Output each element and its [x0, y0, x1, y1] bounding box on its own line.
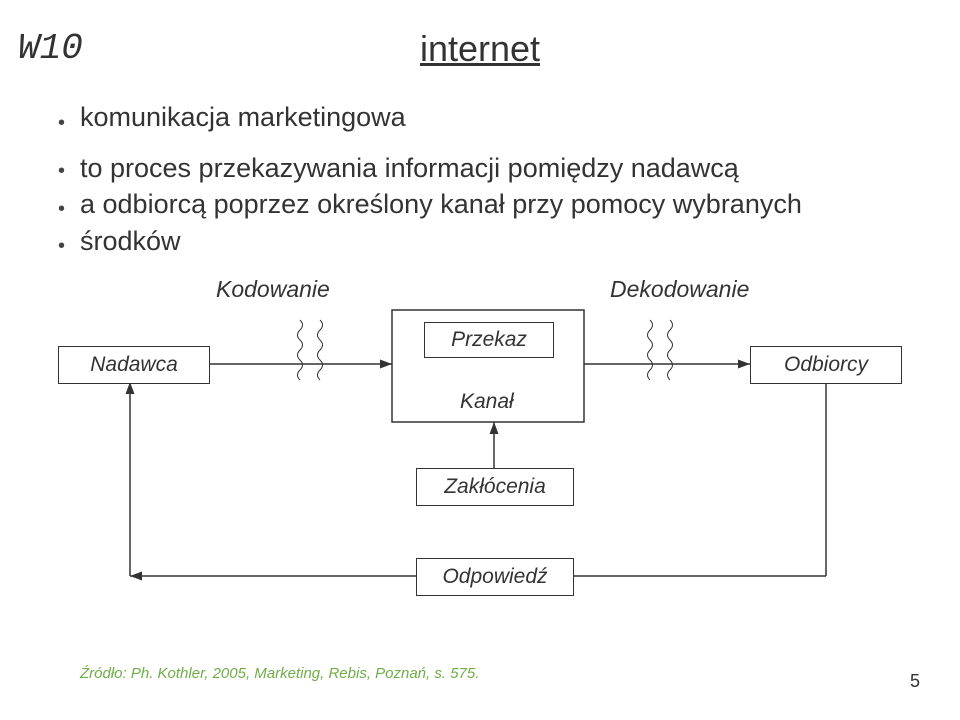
- source-citation: Źródło: Ph. Kothler, 2005, Marketing, Re…: [80, 665, 479, 682]
- body-line-3: środków: [80, 226, 181, 256]
- odbiorcy-box: Odbiorcy: [750, 346, 902, 384]
- body-text: to proces przekazywania informacji pomię…: [80, 150, 900, 259]
- bullet-icon: •: [58, 198, 65, 221]
- kodowanie-label: Kodowanie: [216, 276, 330, 303]
- body-line-1: to proces przekazywania informacji pomię…: [80, 153, 739, 183]
- bullet-icon: •: [58, 235, 65, 258]
- bullet-icon: •: [58, 160, 65, 183]
- zaklocenia-box: Zakłócenia: [416, 468, 574, 506]
- nadawca-box: Nadawca: [58, 346, 210, 384]
- slide-code: W10: [18, 28, 83, 69]
- communication-model-diagram: Kodowanie Dekodowanie Nadawca Przekaz Od…: [0, 280, 960, 640]
- body-line-2: a odbiorcą poprzez określony kanał przy …: [80, 189, 802, 219]
- slide-title: internet: [420, 28, 540, 70]
- kanal-label: Kanał: [460, 390, 514, 414]
- slide: W10 internet • komunikacja marketingowa …: [0, 0, 960, 720]
- odpowiedz-box: Odpowiedź: [416, 558, 574, 596]
- bullet-icon: •: [58, 112, 65, 135]
- page-number: 5: [910, 671, 920, 692]
- subtitle: komunikacja marketingowa: [80, 102, 900, 133]
- przekaz-box: Przekaz: [424, 322, 554, 358]
- dekodowanie-label: Dekodowanie: [610, 276, 749, 303]
